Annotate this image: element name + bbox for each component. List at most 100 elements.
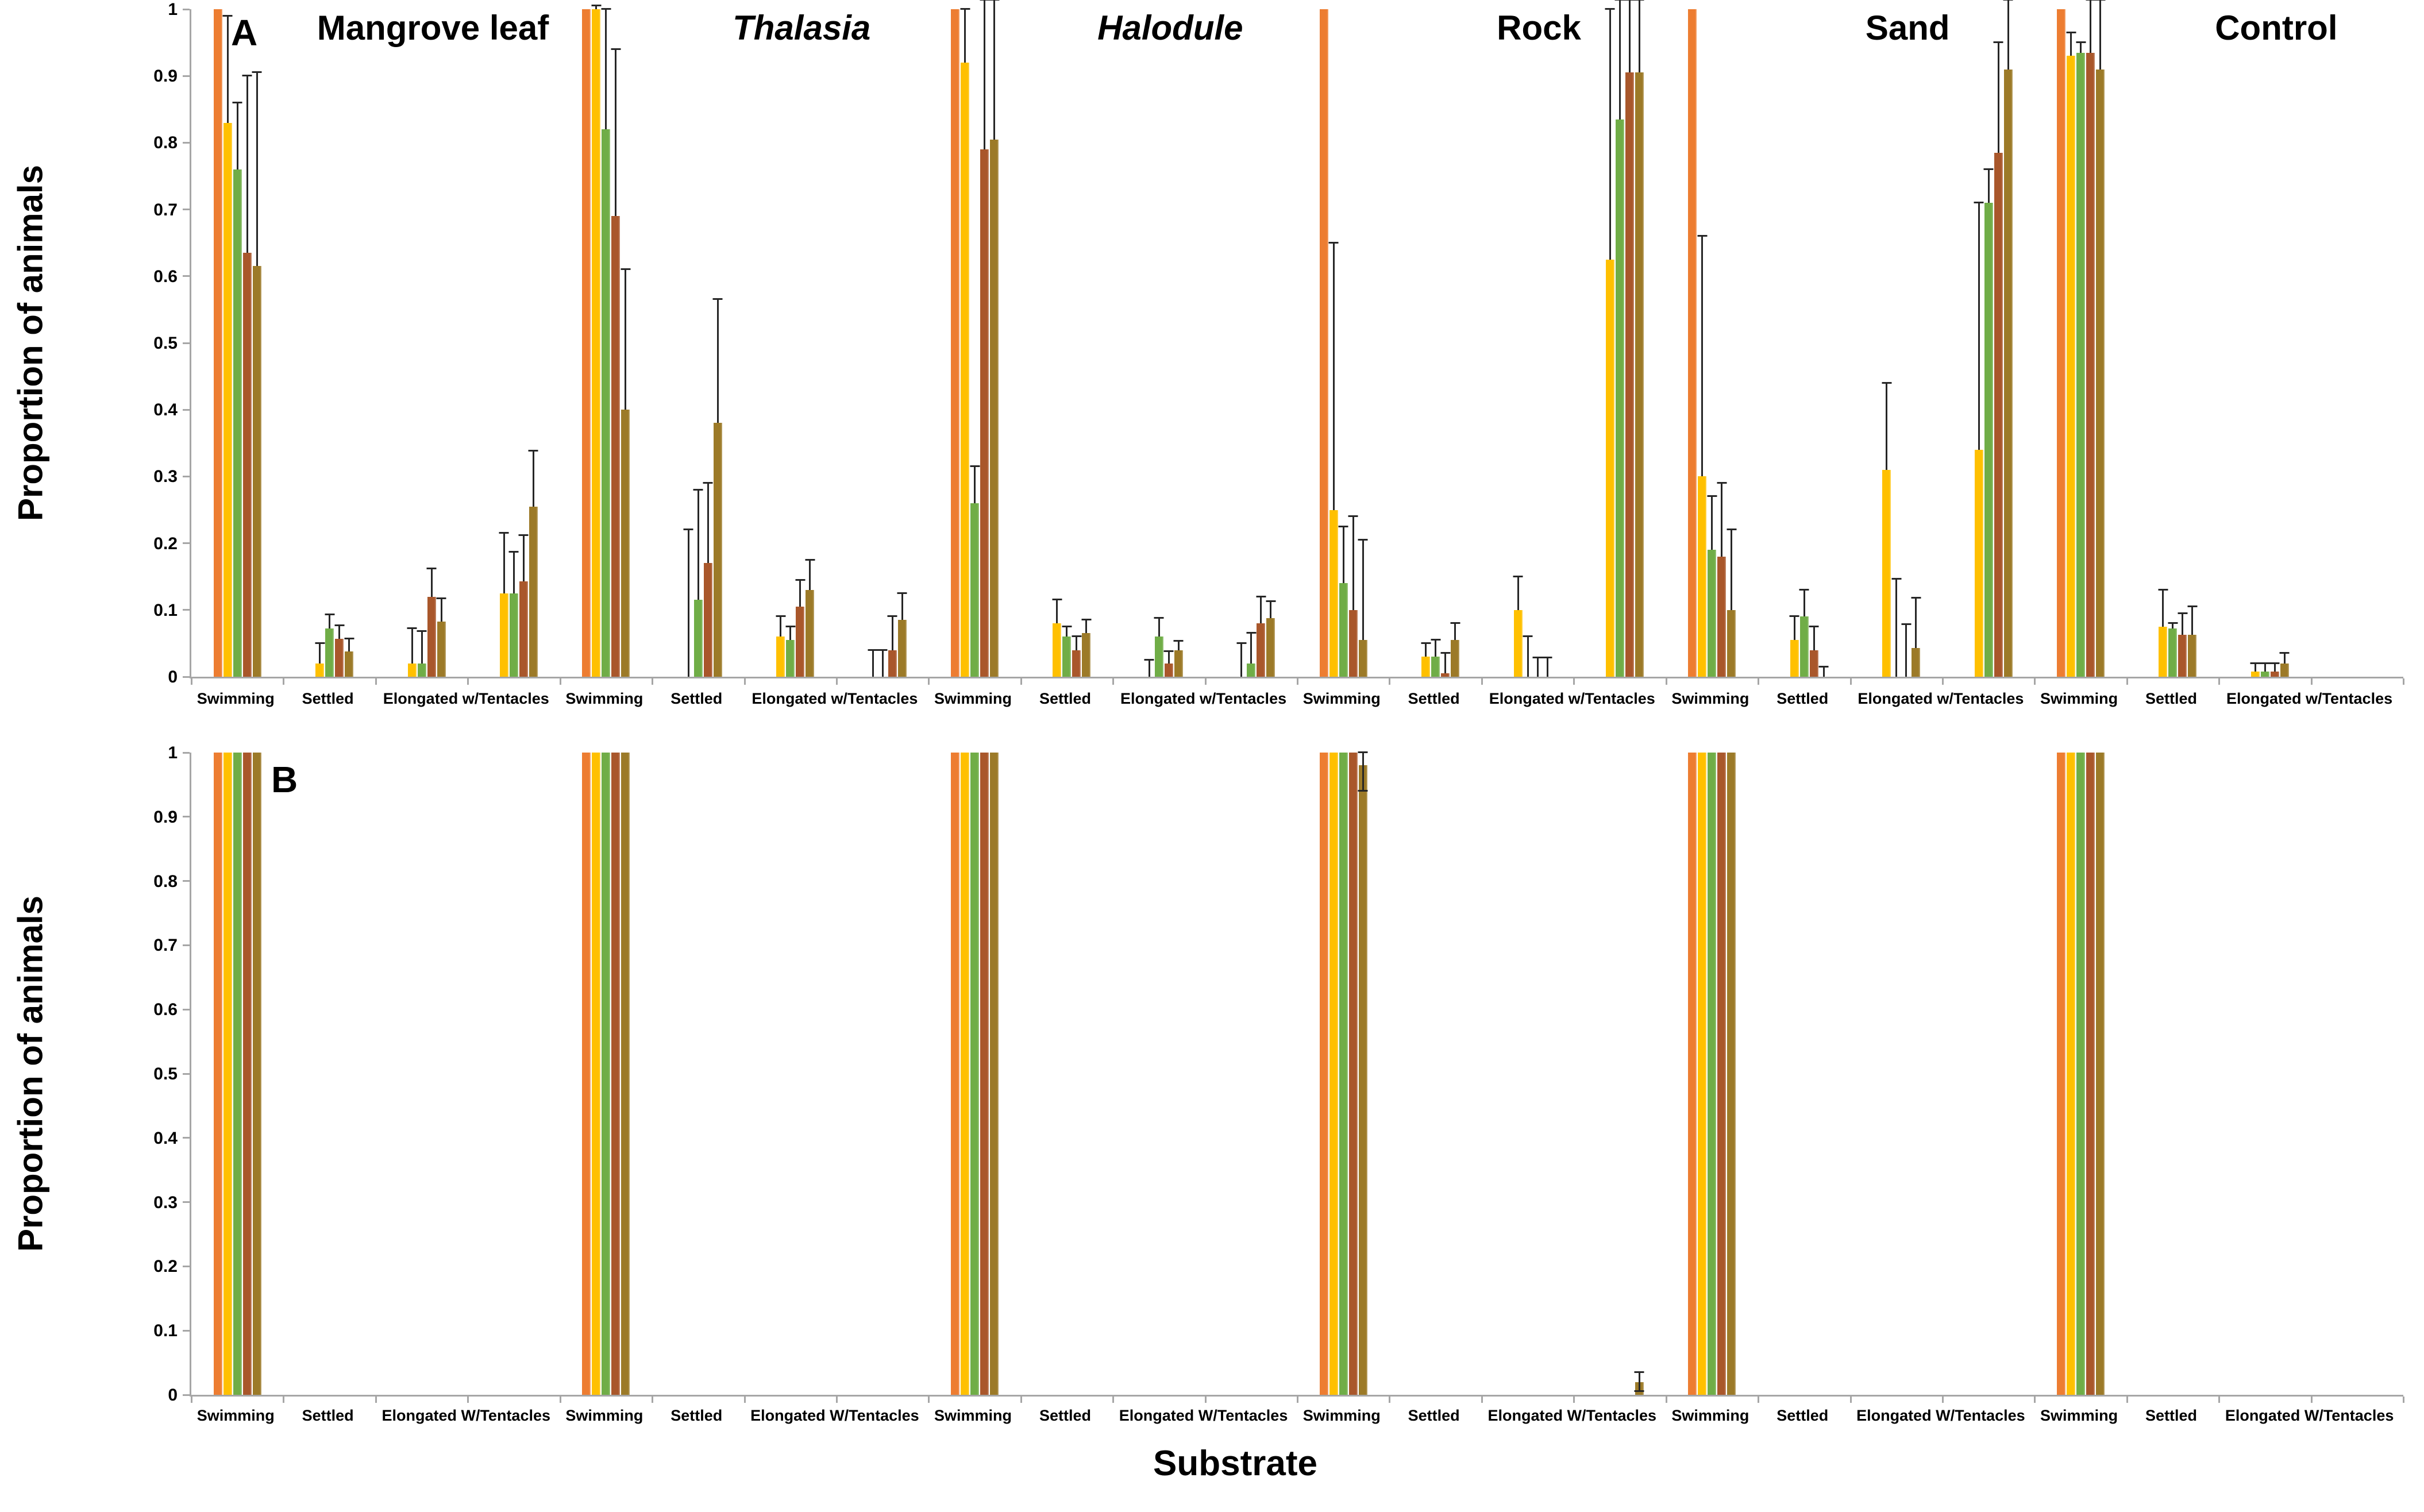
bar-slot-series-5-dark-gold [1727,753,1736,1395]
error-bar [1731,530,1733,610]
error-bar [2273,663,2276,672]
bar-slot-series-5-dark-gold [1451,753,1459,1395]
bar-slot-series-1-orange [1872,753,1881,1395]
bar-series-4-brown [2086,753,2095,1395]
bar-slot-series-4-brown [1902,9,1910,677]
bar-slot-series-3-green [2353,9,2361,677]
y-tick-mark [183,275,190,277]
bar-series-4-brown [1072,650,1081,677]
bar-slot-series-5-dark-gold [2096,0,2105,677]
bar-series-3-green [1154,637,1163,677]
x-tick-label-group: Swimming Settled Elongated w/Tentacles [190,686,558,711]
bar-series-3-green [2260,671,2269,677]
bar-series-3-green [970,503,980,677]
error-bar [2007,0,2009,70]
bar-slot-series-2-yellow [869,753,877,1395]
bar-slot-series-4-brown [2086,753,2095,1395]
error-bar [707,483,709,564]
bar-series-2-yellow [961,62,970,677]
bar-series-4-brown [980,149,989,677]
bar-series-2-yellow [592,9,601,677]
y-tick-label: 0.5 [153,334,178,353]
bar-series-5-dark-gold [1358,640,1367,677]
bar-series-4-brown [1348,753,1358,1395]
bar-slot-series-1-orange [2241,9,2250,677]
x-tick-label: Settled [302,1407,354,1424]
bar-slot-series-2-yellow [869,9,877,677]
substrate-group-b0 [190,753,560,1403]
error-bar [789,626,792,641]
category-slot [467,753,560,1403]
bar-slot-series-5-dark-gold [713,9,722,677]
bar-slot-series-2-yellow [1513,9,1523,677]
bar-series-4-brown [1257,623,1266,677]
bar-series-5-dark-gold [2096,69,2105,677]
bar-slot-series-2-yellow [1514,753,1523,1395]
y-tick-label: 0.4 [153,1128,178,1148]
x-tick-label-group: Swimming Settled Elongated w/Tentacles [1664,686,2033,711]
error-bar [503,533,505,593]
x-tick-label: Elongated W/Tentacles [1487,1407,1657,1424]
error-bar [1905,624,1907,677]
bar-slot-series-1-orange [1965,753,1974,1395]
bar-slot-series-3-green [2353,753,2361,1395]
bar-series-5-dark-gold [897,620,907,677]
bar-slot-series-1-orange [1412,753,1420,1395]
bar-series-4-brown [1164,663,1173,677]
bar-series-2-yellow [2159,626,2168,677]
error-bar [1332,242,1335,510]
bar-slot-series-2-yellow [408,753,417,1395]
bar-series-5-dark-gold [1727,753,1736,1395]
bar-series-5-dark-gold [2096,753,2105,1395]
bar-series-5-dark-gold [621,410,630,677]
error-bar [615,49,617,217]
x-tick-label: Settled [302,690,354,707]
bar-slot-series-2-yellow [961,9,970,677]
error-bar [1425,643,1427,657]
y-tick-mark [183,542,190,545]
x-axis-end-tick [2403,1397,2404,1403]
error-bar [1638,0,1640,73]
bar-series-4-brown [242,253,252,677]
bar-slot-series-2-yellow [1790,9,1799,677]
bar-slot-series-2-yellow [1882,753,1891,1395]
bar-slot-series-4-brown [2271,753,2279,1395]
x-tick-label-group: Swimming Settled Elongated W/Tentacles [190,1403,558,1428]
bar-slot-series-1-orange [1319,753,1328,1395]
bar-slot-series-3-green [1708,9,1717,677]
bar-slot-series-5-dark-gold [1082,9,1091,677]
bar-slot-series-5-dark-gold [2372,753,2381,1395]
error-bar [1793,616,1795,641]
bar-series-2-yellow [592,753,601,1395]
bar-slot-series-2-yellow [1975,753,1983,1395]
category-slot [1665,9,1758,685]
bar-slot-series-4-brown [1717,9,1727,677]
bar-slot-series-5-dark-gold [898,753,907,1395]
bar-slot-series-2-yellow [500,753,508,1395]
bar-slot-series-3-green [325,9,334,677]
error-bar [1813,626,1815,650]
bar-slot-series-4-brown [1625,0,1634,677]
bar-slot-series-1-orange [2333,753,2342,1395]
bar-slot-series-5-dark-gold [806,753,814,1395]
bar-slot-series-2-yellow [592,753,601,1395]
error-bar [2283,653,2286,664]
bar-slot-series-4-brown [1809,9,1818,677]
bar-slot-series-4-brown [611,753,621,1395]
bar-series-2-yellow [315,663,325,677]
bar-slot-series-3-green [786,9,795,677]
bar-slot-series-3-green [1431,753,1440,1395]
x-axis-end-tick [2403,678,2404,685]
bar-slot-series-4-brown [1164,9,1173,677]
error-bar [1628,0,1631,73]
bar-slot-series-1-orange [1872,9,1881,677]
substrate-group-rock [1297,0,1666,685]
x-tick-label: Swimming [1302,1407,1381,1424]
bar-slot-series-4-brown [1533,9,1542,677]
bar-series-3-green [325,628,334,677]
category-slot [283,753,375,1403]
bar-slot-series-4-brown [1441,9,1450,677]
bar-slot-series-4-brown [427,9,436,677]
bar-series-2-yellow [1974,449,1983,677]
y-tick-mark [183,475,190,477]
